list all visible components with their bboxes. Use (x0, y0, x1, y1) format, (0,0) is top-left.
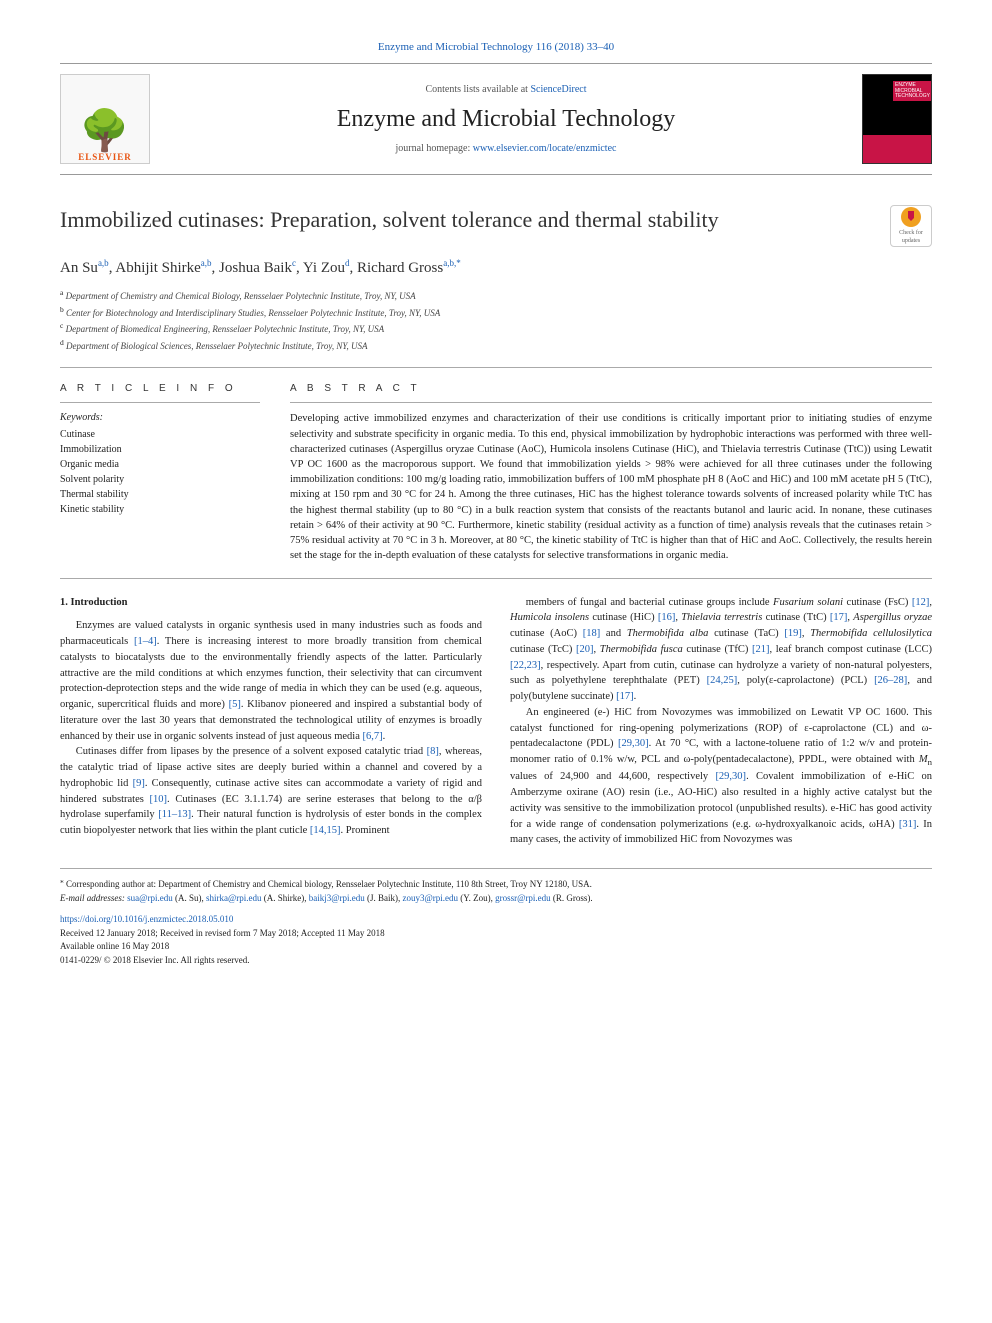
abstract-text: Developing active immobilized enzymes an… (290, 411, 932, 563)
corr-text: Corresponding author at: Department of C… (66, 879, 592, 889)
publisher-label: ELSEVIER (78, 151, 132, 164)
abstract-heading: A B S T R A C T (290, 382, 932, 396)
body-paragraph: Cutinases differ from lipases by the pre… (60, 744, 482, 839)
citation-link[interactable]: [19] (784, 628, 802, 639)
affiliation: a Department of Chemistry and Chemical B… (60, 287, 932, 304)
citation-link[interactable]: [31] (899, 819, 917, 830)
citation-link[interactable]: [12] (912, 597, 930, 608)
email-addresses: E-mail addresses: sua@rpi.edu (A. Su), s… (60, 892, 932, 906)
masthead: 🌳 ELSEVIER Contents lists available at S… (60, 63, 932, 175)
sciencedirect-link[interactable]: ScienceDirect (530, 84, 586, 95)
check-updates-icon (901, 207, 921, 227)
abstract: A B S T R A C T Developing active immobi… (290, 382, 932, 563)
affiliation: b Center for Biotechnology and Interdisc… (60, 304, 932, 321)
email-label: E-mail addresses: (60, 893, 125, 903)
citation-link[interactable]: [10] (150, 794, 168, 805)
body-paragraph: members of fungal and bacterial cutinase… (510, 595, 932, 705)
citation-link[interactable]: [11–13] (158, 809, 191, 820)
citation-link[interactable]: [29,30] (618, 738, 649, 749)
journal-homepage: journal homepage: www.elsevier.com/locat… (150, 142, 862, 156)
corr-symbol: ⁎ (60, 876, 64, 885)
email-link[interactable]: zouy3@rpi.edu (403, 893, 459, 903)
email-person: (Y. Zou), (458, 893, 493, 903)
footer-block: https://doi.org/10.1016/j.enzmictec.2018… (60, 913, 932, 967)
homepage-link[interactable]: www.elsevier.com/locate/enzmictec (473, 143, 617, 154)
elsevier-tree-icon: 🌳 (80, 111, 131, 151)
citation-link[interactable]: [1–4] (134, 636, 157, 647)
affiliation: c Department of Biomedical Engineering, … (60, 320, 932, 337)
keyword: Solvent polarity (60, 472, 260, 487)
corresponding-author: ⁎ Corresponding author at: Department of… (60, 875, 932, 892)
available-online: Available online 16 May 2018 (60, 940, 932, 954)
keyword: Immobilization (60, 442, 260, 457)
citation-link[interactable]: [20] (576, 644, 594, 655)
email-person: (R. Gross). (551, 893, 593, 903)
check-updates-badge[interactable]: Check for updates (890, 205, 932, 247)
body-two-column: 1. Introduction Enzymes are valued catal… (60, 595, 932, 848)
journal-citation-link[interactable]: Enzyme and Microbial Technology 116 (201… (378, 41, 614, 53)
email-link[interactable]: sua@rpi.edu (127, 893, 173, 903)
keyword: Cutinase (60, 427, 260, 442)
body-paragraph: An engineered (e-) HiC from Novozymes wa… (510, 705, 932, 848)
info-abstract-row: A R T I C L E I N F O Keywords: Cutinase… (60, 382, 932, 563)
citation-link[interactable]: [24,25] (707, 675, 738, 686)
contents-available: Contents lists available at ScienceDirec… (150, 83, 862, 97)
email-person: (A. Shirke), (261, 893, 306, 903)
citation-link[interactable]: [5] (229, 699, 241, 710)
journal-citation[interactable]: Enzyme and Microbial Technology 116 (201… (60, 40, 932, 55)
check-updates-label: Check for updates (891, 229, 931, 246)
rule-below-abstract (60, 578, 932, 579)
rule-above-abstract (60, 367, 932, 368)
article-info-heading: A R T I C L E I N F O (60, 382, 260, 396)
citation-link[interactable]: [18] (583, 628, 601, 639)
citation-link[interactable]: [21] (752, 644, 770, 655)
keyword: Organic media (60, 457, 260, 472)
masthead-center: Contents lists available at ScienceDirec… (150, 83, 862, 157)
citation-link[interactable]: [17] (616, 691, 634, 702)
affiliation: d Department of Biological Sciences, Ren… (60, 337, 932, 354)
body-paragraph: Enzymes are valued catalysts in organic … (60, 618, 482, 744)
elsevier-logo[interactable]: 🌳 ELSEVIER (60, 74, 150, 164)
citation-link[interactable]: [8] (427, 746, 439, 757)
contents-prefix: Contents lists available at (425, 84, 530, 95)
citation-link[interactable]: [17] (830, 612, 848, 623)
citation-link[interactable]: [6,7] (362, 731, 382, 742)
citation-link[interactable]: [16] (658, 612, 676, 623)
citation-link[interactable]: [29,30] (715, 771, 746, 782)
affiliations: a Department of Chemistry and Chemical B… (60, 287, 932, 353)
citation-link[interactable]: [9] (133, 778, 145, 789)
title-row: Immobilized cutinases: Preparation, solv… (60, 205, 932, 247)
citation-link[interactable]: [26–28] (874, 675, 907, 686)
email-link[interactable]: shirka@rpi.edu (206, 893, 262, 903)
keyword: Kinetic stability (60, 502, 260, 517)
journal-cover-thumb[interactable]: ENZYME MICROBIAL TECHNOLOGY (862, 74, 932, 164)
authors: An Sua,b, Abhijit Shirkea,b, Joshua Baik… (60, 257, 932, 279)
abstract-rule (290, 402, 932, 403)
article-title: Immobilized cutinases: Preparation, solv… (60, 205, 719, 236)
email-link[interactable]: grossr@rpi.edu (495, 893, 551, 903)
copyright: 0141-0229/ © 2018 Elsevier Inc. All righ… (60, 954, 932, 968)
keyword: Thermal stability (60, 487, 260, 502)
doi-link[interactable]: https://doi.org/10.1016/j.enzmictec.2018… (60, 914, 233, 924)
article-info-rule (60, 402, 260, 403)
footnotes: ⁎ Corresponding author at: Department of… (60, 868, 932, 905)
email-person: (A. Su), (173, 893, 204, 903)
email-link[interactable]: baikj3@rpi.edu (309, 893, 365, 903)
cover-band-text: ENZYME MICROBIAL TECHNOLOGY (893, 81, 931, 101)
email-person: (J. Baik), (365, 893, 401, 903)
journal-name: Enzyme and Microbial Technology (150, 103, 862, 137)
homepage-prefix: journal homepage: (396, 143, 473, 154)
citation-link[interactable]: [22,23] (510, 660, 541, 671)
keywords-list: CutinaseImmobilizationOrganic mediaSolve… (60, 427, 260, 517)
section-heading-intro: 1. Introduction (60, 595, 482, 611)
article-history: Received 12 January 2018; Received in re… (60, 927, 932, 941)
cover-bottom-band (863, 135, 931, 163)
citation-link[interactable]: [14,15] (310, 825, 341, 836)
article-info: A R T I C L E I N F O Keywords: Cutinase… (60, 382, 260, 563)
keywords-label: Keywords: (60, 411, 260, 425)
